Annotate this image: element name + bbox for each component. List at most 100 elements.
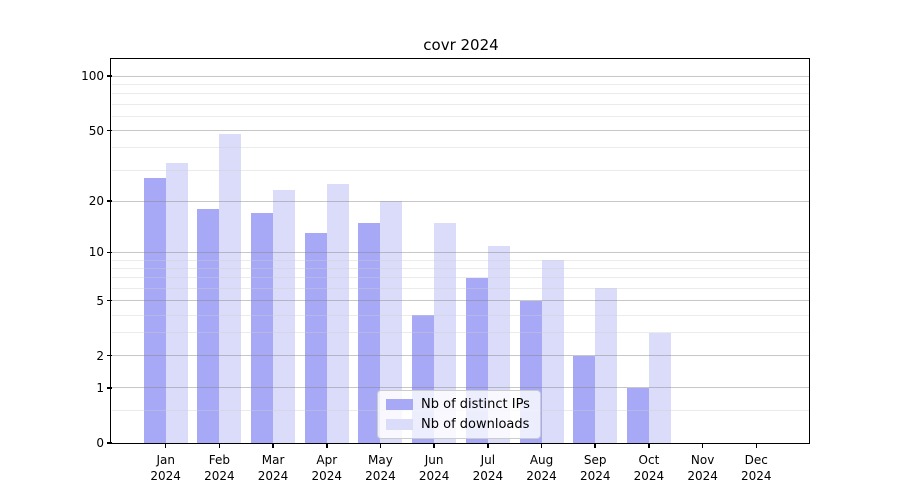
plot-area: Nb of distinct IPs Nb of downloads	[112, 60, 810, 443]
x-axis-tick-label: Feb 2024	[187, 452, 251, 484]
bar-downloads	[595, 288, 618, 443]
bar-distinct-ips	[143, 178, 166, 443]
x-axis-tick-mark	[487, 443, 489, 448]
minor-gridline	[112, 277, 810, 279]
x-axis-month: Aug	[529, 453, 554, 467]
y-axis-tick-mark	[106, 129, 112, 132]
minor-gridline	[112, 267, 810, 269]
y-axis-tick-label: 2	[96, 348, 104, 363]
y-axis-tick-mark	[106, 200, 112, 202]
major-gridline	[112, 387, 810, 389]
major-gridline	[112, 300, 810, 302]
x-axis-year: 2024	[687, 469, 718, 483]
bar-downloads	[273, 190, 296, 443]
y-axis-tick-label: 100	[81, 69, 104, 84]
x-axis-tick-mark	[594, 443, 596, 448]
x-axis-year: 2024	[741, 469, 772, 483]
major-gridline	[112, 200, 810, 202]
y-axis-tick-mark	[106, 354, 112, 357]
bar-downloads	[165, 162, 188, 443]
x-axis-tick-label: May 2024	[348, 452, 412, 484]
x-axis-year: 2024	[150, 469, 181, 483]
chart-title: covr 2024	[423, 36, 499, 54]
bar-downloads	[541, 260, 564, 443]
x-axis-tick-label: Dec 2024	[724, 452, 788, 484]
x-axis-tick-label: Oct 2024	[617, 452, 681, 484]
x-axis-month: Jul	[480, 453, 496, 467]
x-axis-tick-label: Aug 2024	[510, 452, 574, 484]
x-axis-month: Jun	[424, 453, 444, 467]
x-axis-year: 2024	[311, 469, 343, 483]
x-axis-month: Nov	[690, 453, 715, 467]
x-axis-tick-mark	[326, 443, 328, 448]
bar-distinct-ips	[573, 355, 596, 443]
x-axis-year: 2024	[579, 469, 611, 483]
x-axis-tick-mark	[648, 443, 650, 448]
major-gridline	[112, 355, 810, 357]
y-axis-tick-label: 50	[88, 123, 104, 138]
x-axis-month: Feb	[208, 453, 230, 467]
minor-gridline	[112, 314, 810, 316]
major-gridline	[112, 130, 810, 131]
minor-gridline	[112, 259, 810, 261]
minor-gridline	[112, 93, 810, 95]
legend-label-downloads: Nb of downloads	[421, 417, 530, 432]
minor-gridline	[112, 103, 810, 105]
minor-gridline	[112, 169, 810, 171]
minor-gridline	[112, 147, 810, 149]
x-axis-tick-label: Mar 2024	[241, 452, 305, 484]
x-axis-year: 2024	[204, 469, 235, 483]
x-axis-year: 2024	[418, 469, 450, 483]
minor-gridline	[112, 287, 810, 289]
x-axis-month: Dec	[744, 453, 768, 467]
bar-downloads	[326, 184, 349, 443]
x-axis-tick-mark	[164, 443, 167, 448]
y-axis-tick-mark	[106, 387, 112, 389]
x-axis-tick-mark	[218, 443, 221, 448]
x-axis-month: Mar	[261, 453, 285, 467]
x-axis-tick-label: Apr 2024	[295, 452, 359, 484]
x-axis-year: 2024	[365, 469, 396, 483]
y-axis-tick-mark	[106, 251, 112, 254]
legend-swatch-downloads-icon	[386, 419, 413, 430]
x-axis-tick-label: Jun 2024	[402, 452, 466, 484]
bar-downloads	[434, 222, 457, 443]
y-axis-tick-label: 1	[96, 380, 104, 395]
x-axis-tick-mark	[701, 443, 704, 448]
x-axis-month: Jan	[156, 453, 175, 467]
bar-downloads	[648, 332, 671, 443]
x-axis-tick-label: Nov 2024	[671, 452, 735, 484]
x-axis-month: Oct	[638, 453, 660, 467]
y-axis-tick-label: 10	[88, 245, 104, 260]
minor-gridline	[112, 332, 810, 334]
bar-distinct-ips	[358, 222, 381, 443]
bar-distinct-ips	[251, 213, 274, 443]
legend-item-downloads: Nb of downloads	[386, 417, 530, 432]
minor-gridline	[112, 115, 810, 117]
x-axis-tick-mark	[272, 443, 274, 448]
bar-downloads	[380, 201, 403, 443]
x-axis-tick-mark	[755, 443, 758, 448]
x-axis-tick-label: Jan 2024	[134, 452, 198, 484]
bar-distinct-ips	[197, 208, 220, 443]
x-axis-year: 2024	[633, 469, 665, 483]
y-axis-tick-mark	[106, 75, 112, 77]
x-axis-year: 2024	[257, 469, 289, 483]
y-axis-tick-mark	[106, 299, 112, 302]
x-axis-tick-mark	[433, 443, 435, 448]
legend-item-distinct-ips: Nb of distinct IPs	[386, 397, 530, 412]
x-axis-tick-label: Jul 2024	[456, 452, 520, 484]
x-axis-year: 2024	[472, 469, 504, 483]
x-axis-tick-mark	[540, 443, 543, 448]
x-axis-month: Apr	[316, 453, 338, 467]
bar-distinct-ips	[304, 233, 327, 443]
x-axis-month: Sep	[583, 453, 607, 467]
legend: Nb of distinct IPs Nb of downloads	[377, 390, 541, 439]
x-axis-year: 2024	[526, 469, 557, 483]
legend-label-distinct-ips: Nb of distinct IPs	[421, 397, 530, 412]
x-axis-tick-label: Sep 2024	[563, 452, 627, 484]
major-gridline	[112, 75, 810, 77]
x-axis-tick-mark	[379, 443, 382, 448]
bar-distinct-ips	[626, 387, 649, 443]
